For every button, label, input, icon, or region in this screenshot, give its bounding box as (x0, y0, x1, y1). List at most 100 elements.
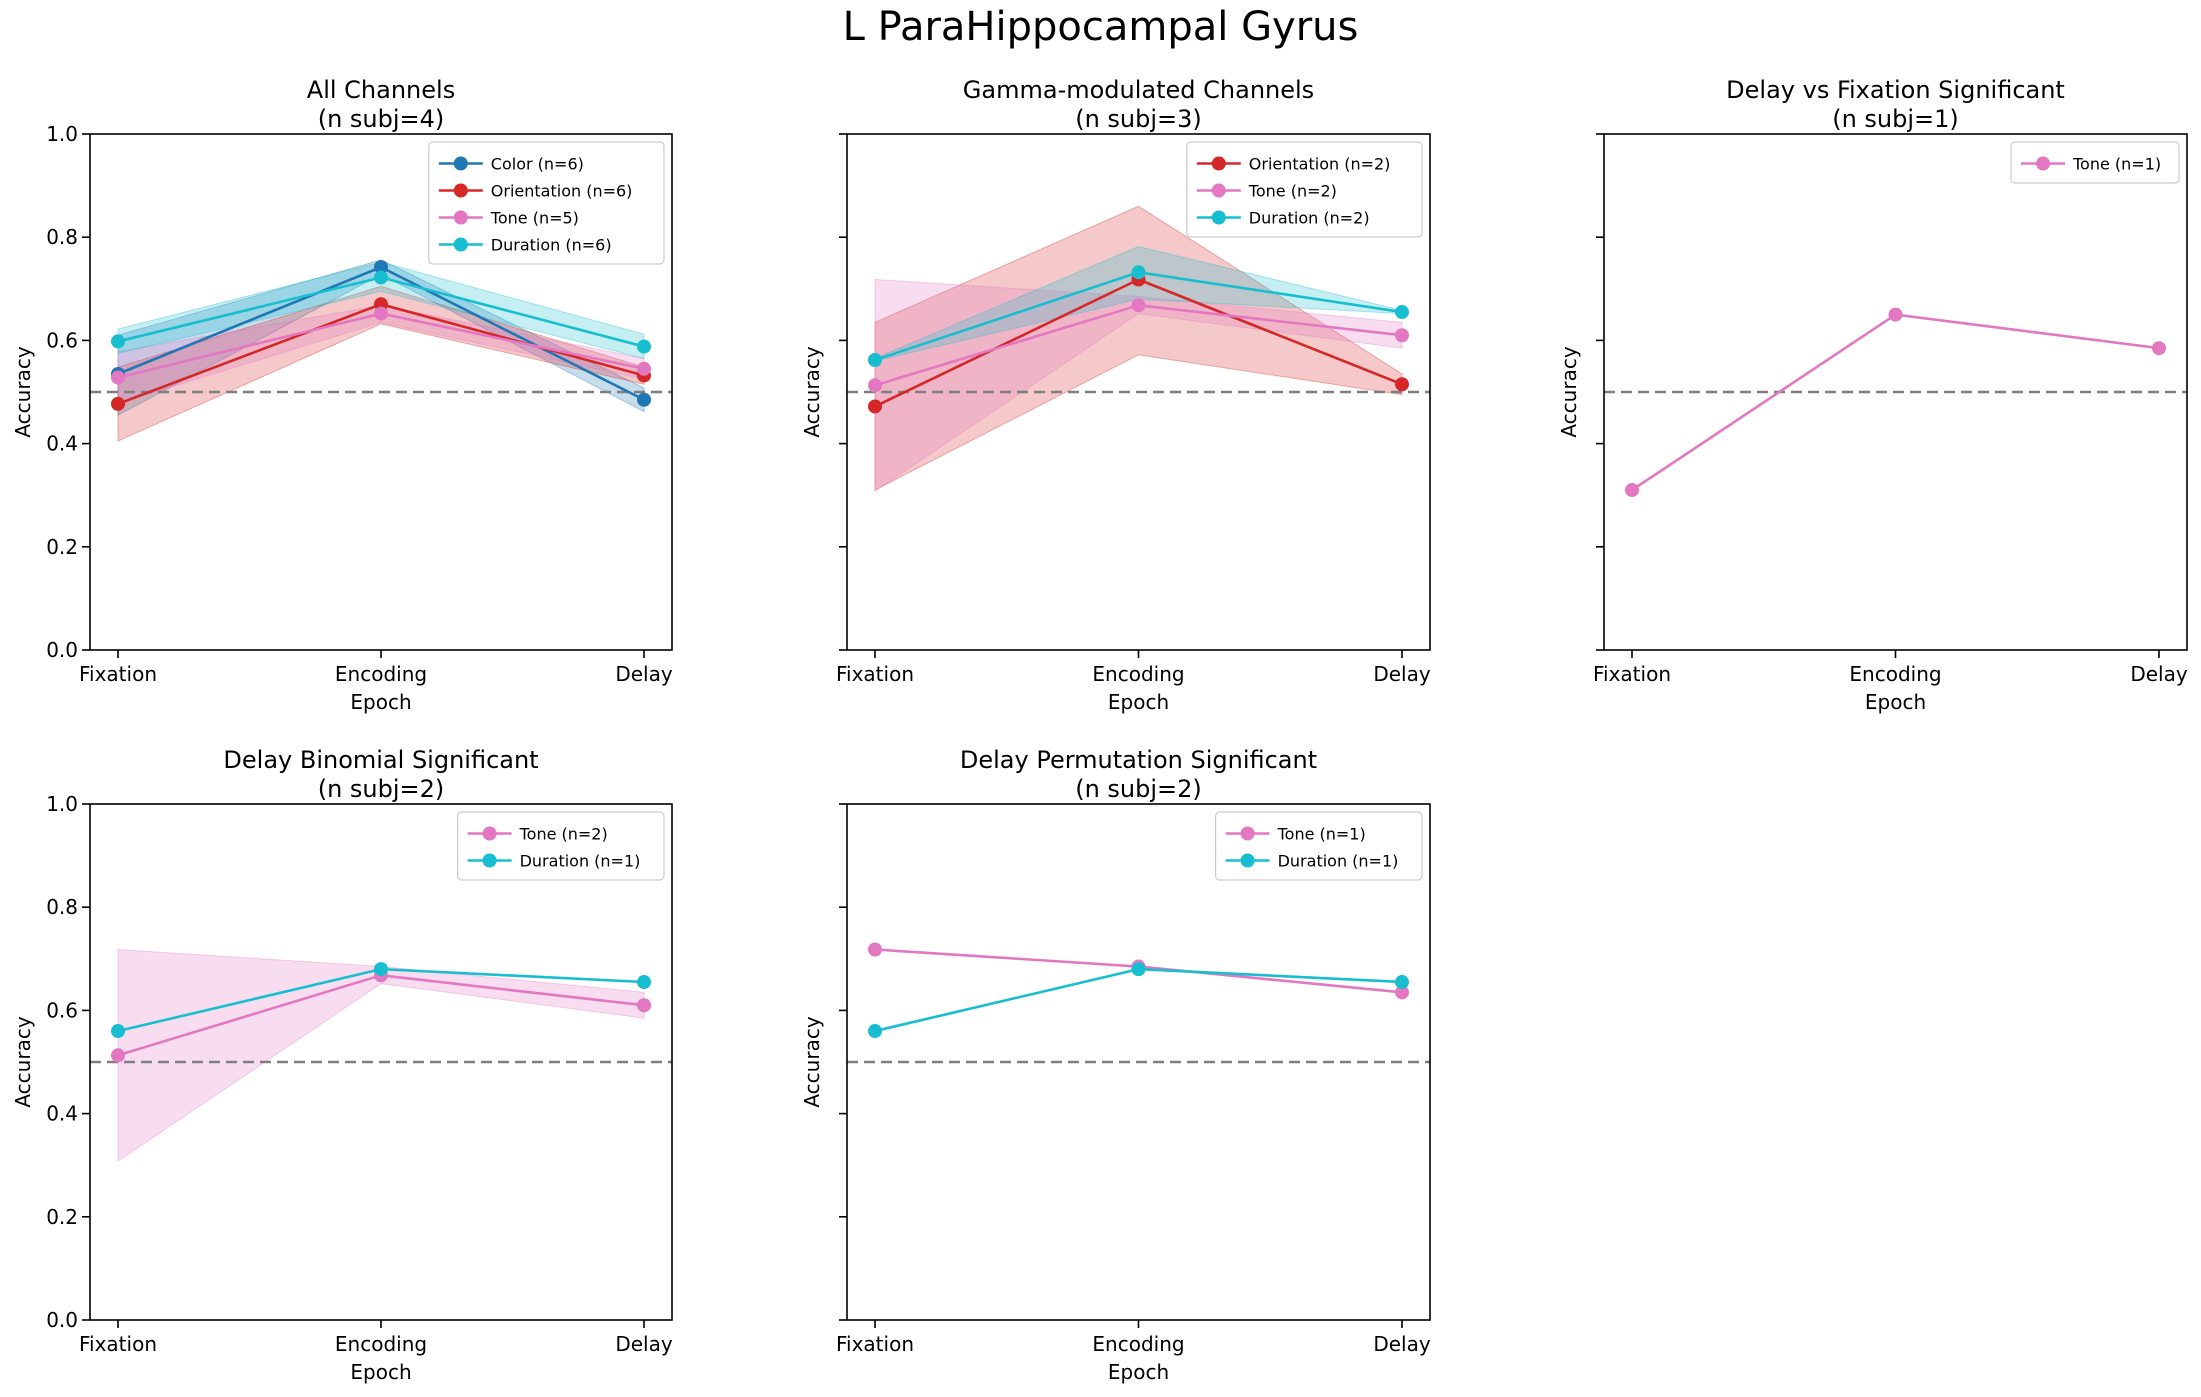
legend-box (1214, 811, 1423, 881)
legend-label: Duration (n=1) (520, 852, 641, 871)
y-axis-label: Accuracy (11, 1016, 35, 1107)
legend-marker (1211, 183, 1226, 198)
data-point (1395, 328, 1409, 343)
data-point (637, 998, 651, 1013)
x-tick-label: Delay (615, 1332, 673, 1356)
data-point (111, 1024, 125, 1039)
panel-title-line-2: (n subj=1) (1832, 105, 1959, 133)
y-tick-label: 0.0 (46, 638, 78, 662)
error-band-2 (874, 278, 1403, 493)
panel-title-line-2: (n subj=4) (318, 105, 445, 133)
legend: Tone (n=1) Duration (n=1) (1214, 811, 1423, 881)
legend: Tone (n=2) Duration (n=1) (457, 811, 665, 881)
legend-marker (1240, 853, 1255, 868)
y-tick-label: 0.8 (46, 225, 78, 249)
x-axis-label: Epoch (350, 690, 411, 714)
data-point (1395, 975, 1409, 990)
data-point (868, 942, 882, 957)
x-tick-label: Fixation (836, 1332, 914, 1356)
series-line-1 (1631, 313, 2160, 492)
x-tick-label: Encoding (1092, 1332, 1184, 1356)
data-point (374, 962, 388, 977)
data-point (1131, 962, 1146, 977)
y-tick-label: 0.4 (46, 432, 78, 456)
legend-label: Orientation (n=6) (491, 182, 633, 201)
panel-title-line-1: Delay vs Fixation Significant (1726, 76, 2065, 104)
data-point (637, 361, 651, 376)
panel-2: Gamma-modulated Channels(n subj=3) Accura… (800, 76, 1431, 714)
axes-frame (89, 803, 673, 1321)
data-point (111, 370, 125, 385)
x-axis-label: Epoch (1108, 1360, 1169, 1384)
y-tick-label: 1.0 (46, 122, 78, 146)
y-axis-label: Accuracy (800, 1016, 824, 1107)
data-point (1625, 483, 1639, 498)
error-band-1 (117, 259, 645, 417)
x-tick-label: Delay (1373, 1332, 1431, 1356)
data-point (111, 396, 125, 411)
legend-box (428, 141, 665, 265)
data-point (1395, 305, 1409, 320)
legend-label: Tone (n=5) (490, 209, 579, 228)
legend-label: Orientation (n=2) (1249, 155, 1391, 174)
legend-marker (453, 210, 468, 225)
x-tick-label: Fixation (79, 662, 157, 686)
x-axis-label: Epoch (1108, 690, 1169, 714)
x-tick-label: Fixation (836, 662, 914, 686)
data-point (637, 975, 651, 990)
legend-label: Tone (n=1) (1277, 825, 1366, 844)
axes-frame (846, 133, 1431, 651)
series-line-2 (874, 967, 1403, 1033)
axes-frame (846, 803, 1431, 1321)
x-tick-label: Fixation (1593, 662, 1671, 686)
legend-marker (1240, 826, 1255, 841)
panel-4: Delay Binomial Significant(n subj=2) 0.0 0… (11, 746, 673, 1384)
panel-5: Delay Permutation Significant(n subj=2) A… (800, 746, 1431, 1384)
data-point (1395, 985, 1409, 1000)
data-point (111, 1048, 125, 1063)
legend-box (2010, 141, 2180, 184)
panel-1: All Channels(n subj=4) 0.0 0.2 0.4 0.6 0.8 1.0… (11, 76, 673, 714)
legend-marker (453, 183, 468, 198)
data-point (868, 399, 882, 414)
error-band-1 (874, 205, 1403, 491)
legend-marker (482, 853, 497, 868)
legend-box (1186, 141, 1423, 238)
y-tick-label: 0.4 (46, 1102, 78, 1126)
legend: Color (n=6) Orientation (n=6) Tone (n=5) Du… (428, 141, 665, 265)
axes-frame (1603, 133, 2188, 651)
legend-label: Color (n=6) (491, 155, 584, 174)
data-point (2152, 341, 2166, 356)
data-point (868, 1024, 882, 1039)
axes-frame (89, 133, 673, 651)
panel-title-line-2: (n subj=2) (1075, 775, 1202, 803)
panel-title-line-1: Delay Binomial Significant (223, 746, 538, 774)
data-point (1131, 298, 1146, 313)
y-axis-label: Accuracy (11, 346, 35, 437)
legend: Orientation (n=2) Tone (n=2) Duration (n=2… (1186, 141, 1423, 238)
y-tick-label: 0.2 (46, 1205, 78, 1229)
x-tick-label: Encoding (335, 662, 427, 686)
legend-marker (453, 237, 468, 252)
data-point (1888, 307, 1903, 322)
panel-title-line-2: (n subj=2) (318, 775, 445, 803)
panel-title-line-1: All Channels (307, 76, 455, 104)
data-point (1395, 377, 1409, 392)
data-point (374, 260, 388, 275)
y-tick-label: 0.6 (46, 998, 78, 1022)
y-tick-label: 1.0 (46, 792, 78, 816)
legend-marker (2036, 156, 2050, 171)
data-point (868, 378, 882, 393)
x-tick-label: Encoding (335, 1332, 427, 1356)
legend-marker (482, 826, 497, 841)
data-point (111, 334, 125, 349)
data-point (637, 392, 651, 407)
legend-label: Tone (n=1) (2072, 155, 2161, 174)
legend-label: Tone (n=2) (1248, 182, 1337, 201)
panel-3: Delay vs Fixation Significant(n subj=1) A… (1557, 76, 2188, 714)
legend-label: Tone (n=2) (519, 825, 608, 844)
legend-marker (453, 156, 468, 171)
data-point (374, 306, 388, 321)
y-tick-label: 0.0 (46, 1308, 78, 1332)
